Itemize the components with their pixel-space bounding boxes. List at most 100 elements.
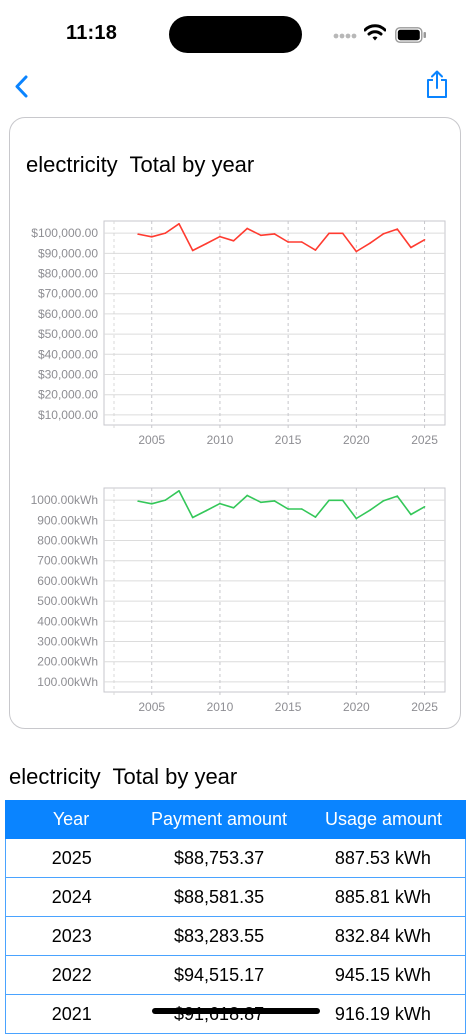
data-point — [314, 516, 317, 518]
data-point — [382, 232, 385, 235]
back-button[interactable] — [10, 70, 40, 102]
series-line — [137, 490, 425, 520]
x-tick-label: 2005 — [138, 433, 165, 447]
x-tick-label: 2015 — [275, 433, 302, 447]
share-button[interactable] — [422, 68, 452, 102]
data-point — [164, 232, 167, 234]
chart-card: electricity Total by year $100,000.00 $90… — [9, 117, 461, 729]
table-row: 2023 $83,283.55 832.84 kWh — [5, 917, 466, 956]
y-tick-label: $20,000.00 — [38, 388, 98, 402]
x-tick-label: 2010 — [207, 700, 234, 714]
y-tick-label: $40,000.00 — [38, 347, 98, 361]
plot-frame — [103, 487, 446, 693]
column-header-year: Year — [52, 809, 90, 829]
dynamic-island — [169, 16, 302, 53]
cellular-signal-icon — [333, 33, 357, 39]
y-tick-label: 1000.00kWh — [31, 493, 98, 507]
cell-payment: $83,283.55 — [174, 925, 265, 946]
y-tick-label: 700.00kWh — [37, 554, 98, 568]
data-point — [341, 499, 344, 502]
data-point — [137, 500, 139, 502]
data-point — [328, 232, 330, 235]
data-point — [273, 233, 276, 235]
y-tick-label: 800.00kWh — [37, 534, 98, 548]
y-tick-label: $60,000.00 — [38, 307, 98, 321]
y-tick-label: $100,000.00 — [31, 226, 98, 240]
cell-payment: $94,515.17 — [174, 964, 265, 985]
x-tick-label: 2025 — [411, 700, 438, 714]
cell-usage: 887.53 kWh — [334, 847, 431, 868]
data-point — [191, 516, 194, 519]
cell-year: 2025 — [51, 847, 92, 868]
data-point — [260, 501, 262, 504]
x-tick-label: 2015 — [275, 700, 302, 714]
plot-frame — [103, 220, 446, 426]
y-tick-label: 200.00kWh — [37, 655, 98, 669]
data-point — [314, 249, 317, 251]
data-point — [355, 517, 358, 520]
data-point — [246, 494, 249, 497]
payment-line-chart: $100,000.00 $90,000.00 $80,000.00 $70,000.0… — [31, 220, 446, 447]
y-tick-label: $30,000.00 — [38, 368, 98, 382]
data-point — [396, 495, 399, 497]
data-point — [219, 235, 221, 238]
data-point — [191, 249, 194, 252]
data-point — [396, 228, 399, 230]
table-row: 2021 $91,618.87 916.19 kWh — [5, 995, 466, 1034]
column-header-payment: Payment amount — [150, 809, 288, 829]
data-point — [178, 223, 180, 225]
data-point — [410, 513, 412, 516]
x-tick-label: 2005 — [138, 700, 165, 714]
y-tick-label: 500.00kWh — [37, 594, 98, 608]
x-tick-label: 2020 — [343, 700, 370, 714]
cell-payment: $88,753.37 — [174, 847, 265, 868]
data-point — [219, 502, 221, 505]
cell-usage: 916.19 kWh — [334, 1003, 431, 1024]
data-point — [205, 509, 208, 512]
cell-year: 2023 — [51, 925, 92, 946]
table-row: 2025 $88,753.37 887.53 kWh — [5, 839, 466, 878]
data-point — [178, 490, 180, 492]
series-line — [137, 223, 425, 253]
share-icon — [427, 70, 447, 98]
data-point — [382, 499, 385, 502]
home-indicator — [152, 1008, 320, 1014]
data-point — [205, 242, 208, 245]
data-point — [232, 239, 235, 242]
data-point — [232, 506, 235, 509]
data-point — [260, 234, 262, 237]
data-point — [369, 242, 371, 245]
data-point — [369, 509, 371, 512]
x-tick-label: 2025 — [411, 433, 438, 447]
y-tick-label: 300.00kWh — [37, 635, 98, 649]
data-point — [423, 238, 426, 241]
cell-usage: 945.15 kWh — [334, 964, 431, 985]
y-tick-label: 900.00kWh — [37, 513, 98, 527]
column-header-usage: Usage amount — [324, 809, 443, 829]
data-point — [300, 508, 303, 510]
cell-usage: 832.84 kWh — [334, 925, 431, 946]
data-point — [410, 246, 412, 249]
wifi-icon — [364, 24, 386, 41]
cell-year: 2022 — [51, 964, 92, 985]
data-point — [300, 241, 303, 243]
data-point — [137, 233, 139, 235]
cell-payment: $91,618.87 — [137, 1004, 300, 1025]
y-tick-label: 400.00kWh — [37, 614, 98, 628]
y-tick-label: 100.00kWh — [37, 675, 98, 689]
status-time: 11:18 — [66, 22, 118, 44]
table-body: 2025 $88,753.37 887.53 kWh 2024 $88,581.35 88… — [5, 839, 466, 1034]
cell-year: 2024 — [51, 886, 92, 907]
chevron-left-icon — [15, 75, 28, 98]
cell-usage: 885.81 kWh — [334, 886, 431, 907]
data-point — [150, 235, 153, 238]
data-point — [355, 250, 358, 253]
data-point — [287, 241, 289, 243]
y-tick-label: $90,000.00 — [38, 246, 98, 260]
table-row: 2024 $88,581.35 885.81 kWh — [5, 878, 466, 917]
data-point — [423, 505, 426, 508]
table-row: 2022 $94,515.17 945.15 kWh — [5, 956, 466, 995]
data-point — [246, 227, 249, 230]
cell-payment: $88,581.35 — [174, 886, 265, 907]
status-bar: 11:18 — [0, 0, 471, 70]
